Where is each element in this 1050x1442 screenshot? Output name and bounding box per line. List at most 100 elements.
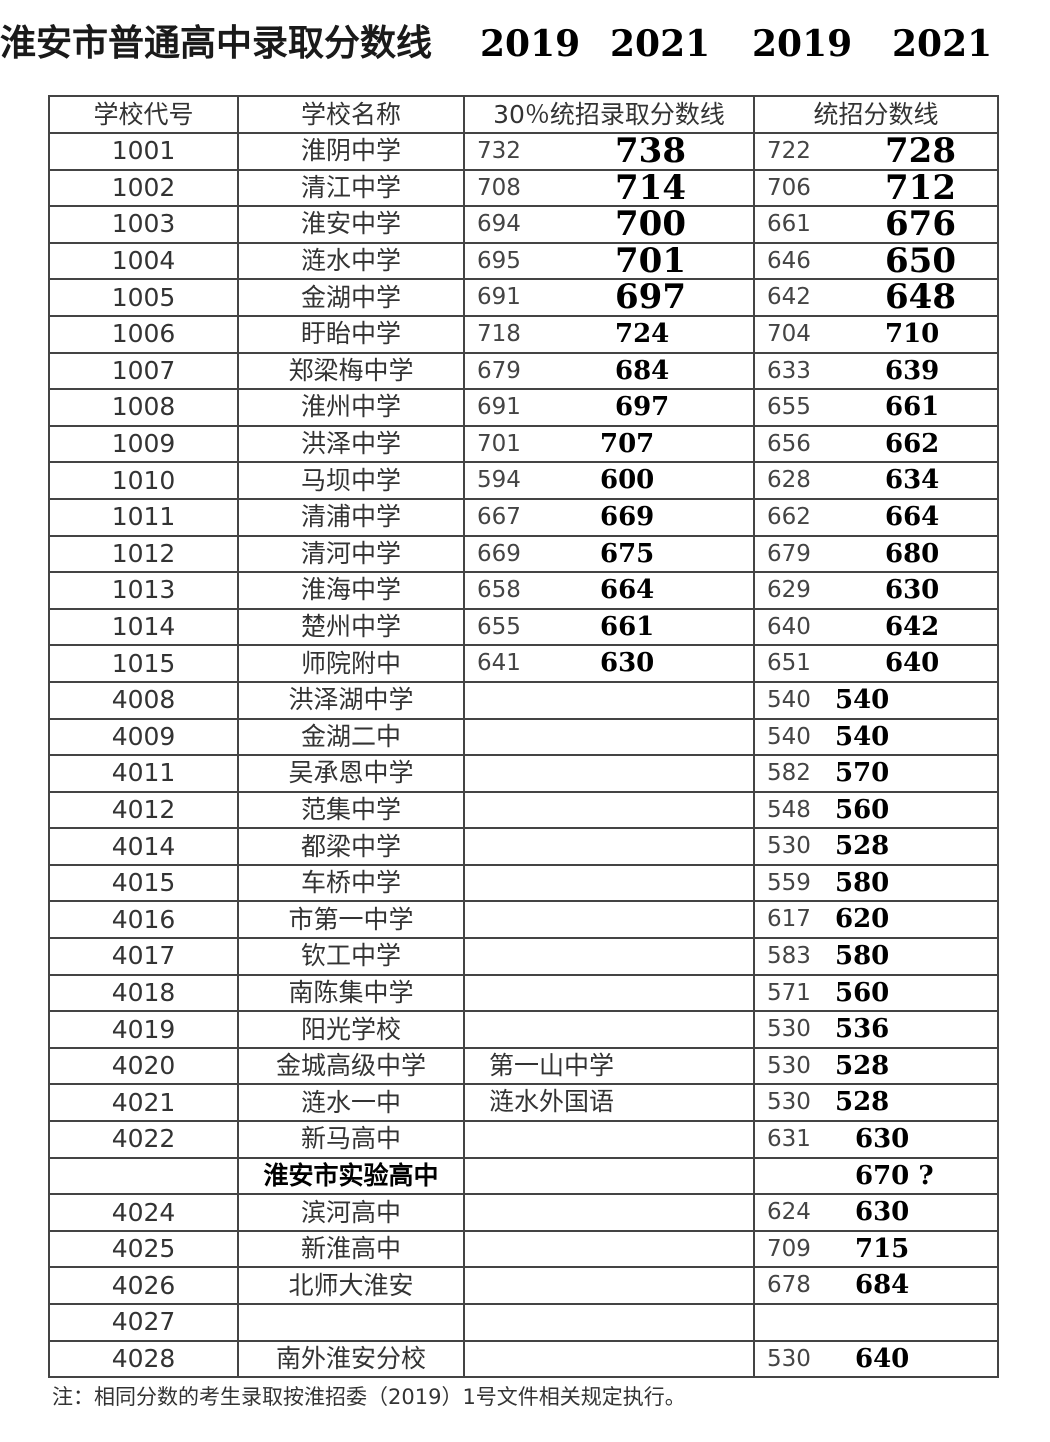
table-row: 4017 钦工中学 583 580 xyxy=(48,937,999,976)
school-name xyxy=(237,1303,465,1342)
score-unified: 704 710 xyxy=(753,314,999,354)
score-2021: 661 xyxy=(600,611,655,642)
score-2021: 540 xyxy=(835,684,890,715)
score-2019: 641 xyxy=(477,650,521,677)
school-name: 都梁中学 xyxy=(237,827,465,866)
score-2019: 679 xyxy=(477,357,521,384)
table-row: 淮安市实验高中 670 ? xyxy=(48,1156,999,1196)
school-code: 4008 xyxy=(48,680,239,720)
score-2021: 715 xyxy=(855,1233,910,1264)
score-2021: 670 ? xyxy=(855,1160,934,1191)
school-code: 4009 xyxy=(48,717,239,757)
score-2021: 697 xyxy=(615,277,686,318)
score-2019: 694 xyxy=(477,211,521,238)
table-row: 1008 淮州中学 691 697 655 661 xyxy=(48,388,999,427)
merged-school: 涟水外国语 xyxy=(489,1087,615,1117)
score-unified: 722 728 xyxy=(753,132,999,171)
score-2019: 548 xyxy=(767,796,811,823)
score-2021: 710 xyxy=(885,318,940,349)
school-name: 涟水一中 xyxy=(237,1083,465,1123)
school-code: 4015 xyxy=(48,863,239,903)
score-unified: 678 684 xyxy=(753,1266,999,1305)
score-2019: 640 xyxy=(767,613,811,640)
table-row: 4019 阳光学校 530 536 xyxy=(48,1010,999,1049)
merged-school: 第一山中学 xyxy=(489,1050,615,1080)
score-30pct: 594 600 xyxy=(463,461,755,500)
school-code: 4012 xyxy=(48,790,239,830)
score-unified: 582 570 xyxy=(753,754,999,793)
school-name: 金湖中学 xyxy=(237,278,465,317)
score-2021: 664 xyxy=(600,575,655,606)
school-code: 1005 xyxy=(48,278,239,317)
table-row: 1011 清浦中学 667 669 662 664 xyxy=(48,497,999,537)
school-name: 盱眙中学 xyxy=(237,314,465,354)
school-name: 钦工中学 xyxy=(237,937,465,976)
score-2019: 651 xyxy=(767,650,811,677)
score-2021: 684 xyxy=(855,1270,910,1301)
score-2021: 640 xyxy=(855,1343,910,1374)
score-unified xyxy=(753,1303,999,1342)
school-name: 楚州中学 xyxy=(237,607,465,647)
school-name: 阳光学校 xyxy=(237,1010,465,1049)
score-30pct xyxy=(463,1193,755,1232)
score-2021: 560 xyxy=(835,977,890,1008)
footnote: 注：相同分数的考生录取按淮招委（2019）1号文件相关规定执行。 xyxy=(52,1385,686,1409)
school-name: 新马高中 xyxy=(237,1120,465,1159)
score-2019: 695 xyxy=(477,247,521,274)
score-2019: 718 xyxy=(477,320,521,347)
score-2019: 624 xyxy=(767,1199,811,1226)
table-row: 1006 盱眙中学 718 724 704 710 xyxy=(48,314,999,354)
score-30pct xyxy=(463,1266,755,1305)
score-2021: 707 xyxy=(600,428,655,459)
score-30pct xyxy=(463,827,755,866)
score-2021: 634 xyxy=(885,465,940,496)
score-2021: 536 xyxy=(835,1014,890,1045)
score-2021: 620 xyxy=(835,904,890,935)
score-30pct: 718 724 xyxy=(463,314,755,354)
score-2019: 594 xyxy=(477,467,521,494)
school-code: 4027 xyxy=(48,1303,239,1342)
year-label: 2021 xyxy=(892,23,993,65)
score-30pct: 708 714 xyxy=(463,168,755,208)
school-code xyxy=(48,1156,239,1196)
score-30pct: 655 661 xyxy=(463,607,755,647)
table-row: 4022 新马高中 631 630 xyxy=(48,1120,999,1159)
school-code: 1003 xyxy=(48,205,239,244)
score-30pct xyxy=(463,1303,755,1342)
score-2019: 559 xyxy=(767,869,811,896)
school-code: 1009 xyxy=(48,424,239,464)
score-unified: 709 715 xyxy=(753,1229,999,1269)
score-30pct xyxy=(463,1229,755,1269)
score-2021: 560 xyxy=(835,794,890,825)
school-name: 淮州中学 xyxy=(237,388,465,427)
score-2021: 630 xyxy=(600,648,655,679)
school-name: 马坝中学 xyxy=(237,461,465,500)
school-name: 清江中学 xyxy=(237,168,465,208)
score-2019: 530 xyxy=(767,1345,811,1372)
score-2019: 530 xyxy=(767,833,811,860)
school-name: 新淮高中 xyxy=(237,1229,465,1269)
table-row: 4015 车桥中学 559 580 xyxy=(48,863,999,903)
score-unified: 628 634 xyxy=(753,461,999,500)
score-unified: 670 ? xyxy=(753,1156,999,1196)
table-row: 1003 淮安中学 694 700 661 676 xyxy=(48,205,999,244)
score-30pct xyxy=(463,790,755,830)
score-2019: 631 xyxy=(767,1126,811,1153)
score-unified: 642 648 xyxy=(753,278,999,317)
score-2019: 617 xyxy=(767,906,811,933)
score-30pct: 669 675 xyxy=(463,534,755,574)
score-2019: 655 xyxy=(767,394,811,421)
table-row: 1007 郑梁梅中学 679 684 633 639 xyxy=(48,351,999,391)
score-30pct: 694 700 xyxy=(463,205,755,244)
score-30pct xyxy=(463,1120,755,1159)
score-unified: 617 620 xyxy=(753,900,999,940)
school-name: 南陈集中学 xyxy=(237,973,465,1013)
school-code: 1011 xyxy=(48,497,239,537)
score-unified: 656 662 xyxy=(753,424,999,464)
school-name: 南外淮安分校 xyxy=(237,1339,465,1379)
score-unified: 662 664 xyxy=(753,497,999,537)
score-2021: 640 xyxy=(885,648,940,679)
table-row: 1005 金湖中学 691 697 642 648 xyxy=(48,277,999,318)
table-row: 4011 吴承恩中学 582 570 xyxy=(48,754,999,793)
score-2021: 528 xyxy=(835,1050,890,1081)
